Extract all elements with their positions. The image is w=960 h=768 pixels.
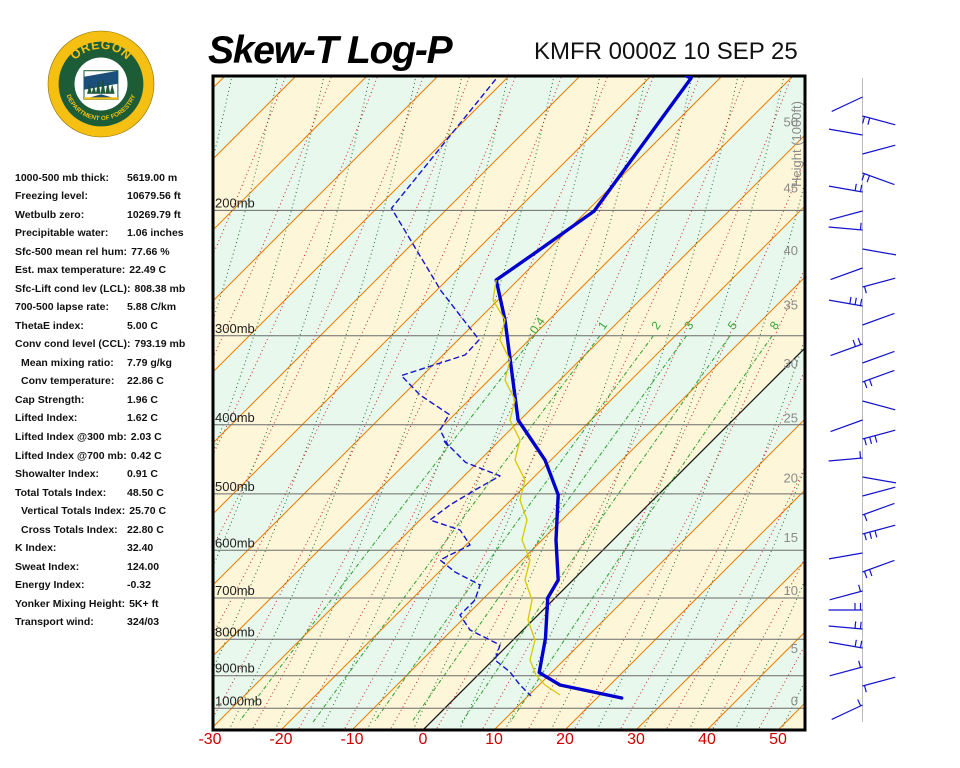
svg-text:600mb: 600mb [215, 535, 255, 550]
svg-text:25: 25 [784, 410, 798, 425]
svg-text:200mb: 200mb [215, 195, 255, 210]
svg-text:35: 35 [784, 298, 798, 313]
svg-text:50: 50 [769, 731, 787, 748]
svg-text:20: 20 [784, 471, 798, 486]
svg-text:10: 10 [485, 731, 503, 748]
svg-text:30: 30 [784, 356, 798, 371]
svg-text:10: 10 [784, 583, 798, 598]
svg-text:20: 20 [556, 731, 574, 748]
svg-text:-20: -20 [269, 731, 292, 748]
svg-text:1000mb: 1000mb [215, 693, 262, 708]
svg-text:30: 30 [627, 731, 645, 748]
svg-text:700mb: 700mb [215, 583, 255, 598]
svg-text:15: 15 [784, 530, 798, 545]
svg-text:400mb: 400mb [215, 410, 255, 425]
svg-text:45: 45 [784, 181, 798, 196]
svg-text:500mb: 500mb [215, 479, 255, 494]
svg-text:40: 40 [698, 731, 716, 748]
svg-text:800mb: 800mb [215, 624, 255, 639]
svg-text:-10: -10 [340, 731, 363, 748]
svg-text:5: 5 [791, 641, 798, 656]
svg-text:40: 40 [784, 243, 798, 258]
svg-text:-30: -30 [198, 731, 221, 748]
svg-text:0: 0 [419, 731, 428, 748]
svg-text:0: 0 [791, 694, 798, 709]
svg-text:50: 50 [784, 115, 798, 130]
svg-text:300mb: 300mb [215, 321, 255, 336]
svg-text:900mb: 900mb [215, 661, 255, 676]
